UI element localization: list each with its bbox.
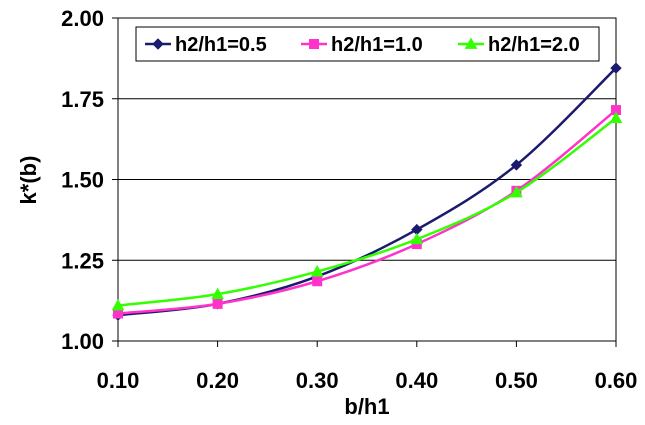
series-line [117,117,617,307]
series-2 [113,105,621,319]
legend-label: h2/h1=0.5 [175,34,267,56]
x-tick-label: 0.30 [296,368,339,393]
data-point [113,308,123,319]
y-axis-title: k*(b) [16,156,41,205]
series-line [117,109,617,315]
data-point [610,62,622,74]
data-point [510,159,523,171]
series-line [117,67,617,317]
legend-entry: h2/h1=2.0 [458,34,580,56]
data-point [510,185,523,198]
y-tick-label: 1.25 [61,248,104,273]
legend: h2/h1=0.5 h2/h1=1.0 h2/h1=2.0 [135,26,600,62]
y-tick-label: 2.00 [61,6,104,31]
x-tick-label: 0.50 [495,368,538,393]
legend-swatch-marker [309,39,319,49]
data-point [211,287,224,300]
y-tick-label: 1.75 [61,87,104,112]
legend-entry: h2/h1=1.0 [301,34,423,56]
legend-label: h2/h1=1.0 [331,34,423,56]
series-3 [111,111,623,311]
data-point [609,111,623,124]
data-point [310,265,324,277]
y-tick-label: 1.50 [61,168,104,193]
data-point [111,298,125,311]
data-point [212,298,223,309]
x-tick-label: 0.20 [196,368,239,393]
x-axis-ticks: 0.10 0.20 0.30 0.40 0.50 0.60 [97,341,638,393]
x-tick-label: 0.60 [595,368,638,393]
series-layer [111,62,623,321]
data-point [312,276,323,287]
x-axis-title: b/h1 [344,394,389,419]
legend-swatch-marker [464,37,478,49]
legend-entries: h2/h1=0.5 h2/h1=1.0 h2/h1=2.0 [145,34,580,56]
legend-entry: h2/h1=0.5 [145,34,267,56]
data-point [410,232,424,245]
grid-lines [118,98,616,261]
x-tick-label: 0.10 [97,368,140,393]
x-tick-label: 0.40 [395,368,438,393]
legend-swatch-marker [152,38,164,50]
series-1 [112,62,622,321]
legend-box [135,26,600,62]
y-tick-label: 1.00 [61,329,104,354]
legend-label: h2/h1=2.0 [488,34,580,56]
y-axis-ticks: 1.00 1.25 1.50 1.75 2.00 [61,6,118,354]
